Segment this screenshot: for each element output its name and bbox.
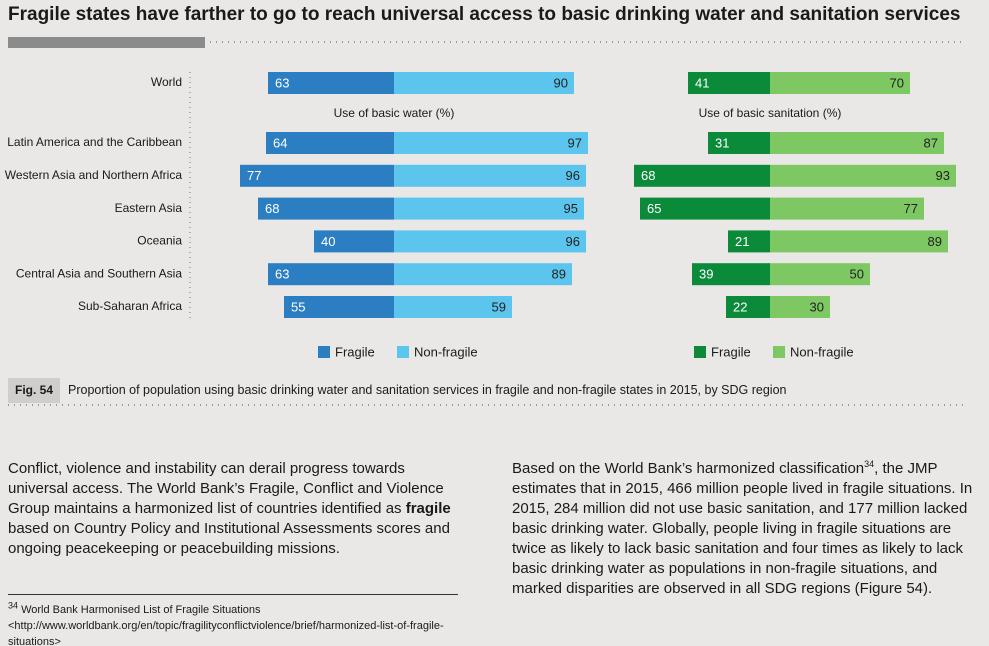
value-label: 50 [850, 267, 864, 282]
value-label: 21 [735, 234, 749, 249]
axis-label: Use of basic sanitation (%) [699, 106, 842, 120]
footnote-number: 34 [8, 600, 19, 611]
bar [268, 263, 394, 286]
axis-label: Use of basic water (%) [334, 106, 455, 120]
bar [394, 164, 586, 187]
category-label: World [151, 75, 182, 89]
bar [258, 197, 394, 220]
text: Conflict, violence and instability can d… [8, 460, 444, 517]
value-label: 22 [733, 299, 747, 314]
bar [394, 197, 584, 220]
value-label: 77 [904, 201, 918, 216]
legend-swatch [773, 346, 785, 358]
value-label: 96 [566, 234, 580, 249]
bar [634, 164, 770, 187]
value-label: 55 [291, 299, 305, 314]
value-label: 59 [492, 299, 506, 314]
bar [770, 197, 924, 220]
bar [266, 132, 394, 154]
value-label: 40 [321, 234, 335, 249]
footnote-text: World Bank Harmonised List of Fragile Si… [8, 604, 444, 646]
bar [240, 164, 394, 187]
value-label: 31 [715, 135, 729, 150]
title-rule [8, 37, 205, 48]
value-label: 63 [275, 75, 289, 90]
value-label: 70 [890, 75, 904, 90]
value-label: 39 [699, 267, 713, 282]
text: based on Country Policy and Institutiona… [8, 520, 450, 557]
bar [770, 72, 910, 94]
chart: World Latin America and the Caribbean West… [5, 37, 965, 406]
bar [688, 72, 770, 94]
bar [640, 197, 770, 220]
value-label: 77 [247, 168, 261, 183]
footnote-rule [8, 594, 458, 595]
category-label: Sub-Saharan Africa [78, 299, 182, 313]
bar [726, 296, 770, 318]
bar [770, 132, 944, 154]
value-label: 65 [647, 201, 661, 216]
category-label: Eastern Asia [115, 201, 183, 215]
legend-swatch [397, 346, 409, 358]
value-label: 89 [928, 234, 942, 249]
value-label: 64 [273, 135, 287, 150]
legend-swatch [694, 346, 706, 358]
page-title: Fragile states have farther to go to rea… [8, 4, 961, 25]
bar [770, 296, 830, 318]
value-label: 93 [936, 168, 950, 183]
bar [284, 296, 394, 318]
bar [314, 230, 394, 253]
bar [268, 72, 394, 94]
bar [394, 296, 512, 318]
bar [770, 230, 948, 253]
bar [728, 230, 770, 253]
value-label: 89 [552, 267, 566, 282]
legend-label: Fragile [335, 344, 375, 359]
bar [692, 263, 770, 286]
text: , the JMP estimates that in 2015, 466 mi… [512, 460, 973, 597]
category-label: Oceania [137, 234, 182, 248]
value-label: 87 [924, 135, 938, 150]
footnote-ref: 34 [864, 459, 875, 469]
value-label: 96 [566, 168, 580, 183]
value-label: 68 [641, 168, 655, 183]
paragraph: Conflict, violence and instability can d… [8, 459, 453, 559]
legend-label: Fragile [711, 344, 751, 359]
value-label: 30 [810, 299, 824, 314]
figure-label: Fig. 54 [8, 378, 60, 403]
bar [394, 132, 588, 154]
paragraph: Based on the World Bank’s harmonized cla… [512, 459, 974, 599]
bar [394, 263, 572, 286]
bar [770, 164, 956, 187]
text: Based on the World Bank’s harmonized cla… [512, 460, 865, 477]
footnote: 34 World Bank Harmonised List of Fragile… [8, 600, 478, 646]
bold-text: fragile [405, 500, 451, 517]
value-label: 97 [568, 135, 582, 150]
category-label: Central Asia and Southern Asia [16, 266, 182, 280]
bar [394, 72, 574, 94]
figure-caption: Proportion of population using basic dri… [68, 383, 787, 397]
category-label: Western Asia and Northern Africa [5, 168, 183, 182]
category-label: Latin America and the Caribbean [7, 135, 182, 149]
legend-swatch [318, 346, 330, 358]
value-label: 68 [265, 201, 279, 216]
value-label: 90 [554, 75, 568, 90]
bar [394, 230, 586, 253]
legend-label: Non-fragile [790, 344, 854, 359]
legend-label: Non-fragile [414, 344, 478, 359]
value-label: 41 [695, 75, 709, 90]
value-label: 63 [275, 267, 289, 282]
value-label: 95 [564, 201, 578, 216]
bar [708, 132, 770, 154]
bar [770, 263, 870, 286]
